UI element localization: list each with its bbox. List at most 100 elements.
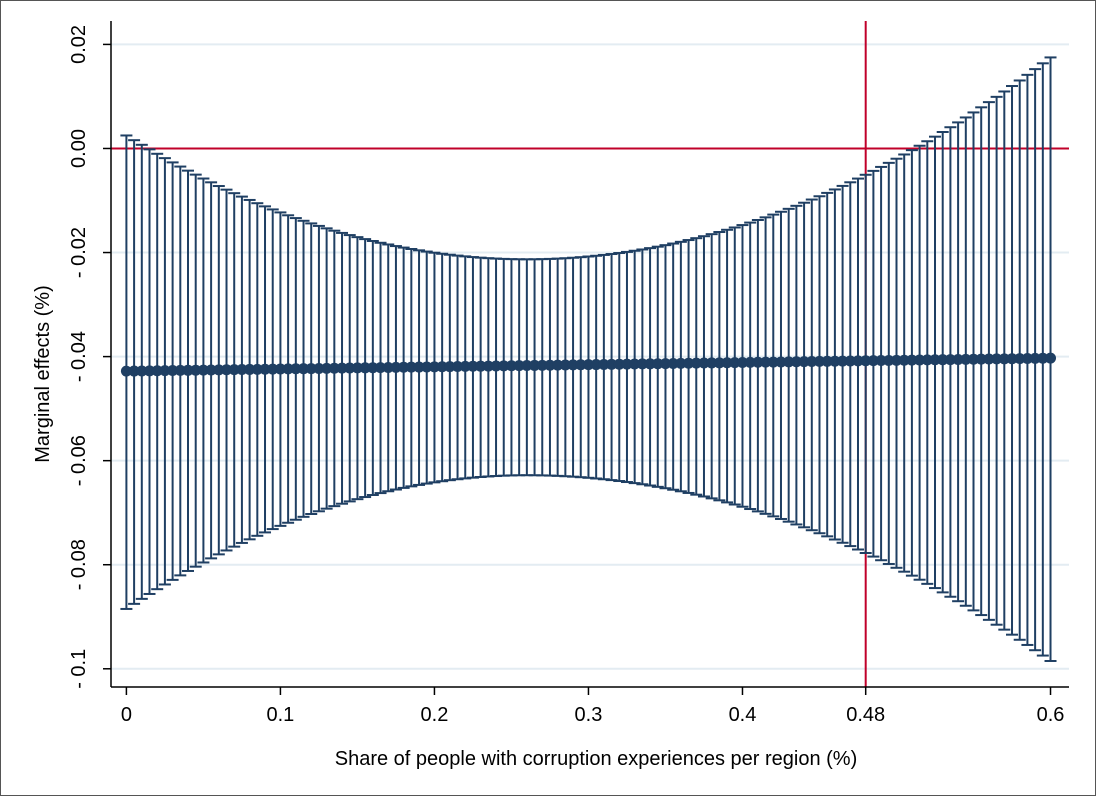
- estimate-point: [544, 359, 556, 371]
- estimate-point: [228, 364, 240, 376]
- estimate-point: [159, 365, 171, 377]
- estimate-point: [1029, 352, 1041, 364]
- estimate-point: [906, 354, 918, 366]
- estimate-point: [960, 353, 972, 365]
- estimate-point: [813, 355, 825, 367]
- estimate-point: [1014, 353, 1026, 365]
- estimate-point: [305, 363, 317, 375]
- estimate-point: [798, 356, 810, 368]
- estimate-point: [120, 365, 132, 377]
- estimate-point: [482, 360, 494, 372]
- estimate-point: [290, 363, 302, 375]
- estimate-point: [767, 356, 779, 368]
- estimate-point: [428, 361, 440, 373]
- estimate-point: [267, 363, 279, 375]
- estimate-point: [706, 357, 718, 369]
- estimate-point: [174, 364, 186, 376]
- y-tick-label: - 0.02: [68, 227, 90, 278]
- estimate-point: [274, 363, 286, 375]
- estimate-point: [675, 357, 687, 369]
- estimate-point: [282, 363, 294, 375]
- estimate-point: [313, 362, 325, 374]
- estimate-point: [590, 359, 602, 371]
- estimate-point: [136, 365, 148, 377]
- x-tick-label: 0.3: [575, 704, 603, 726]
- estimate-point: [144, 365, 156, 377]
- estimate-point: [1006, 353, 1018, 365]
- estimate-point: [298, 363, 310, 375]
- estimate-point: [498, 360, 510, 372]
- estimate-point: [505, 360, 517, 372]
- y-tick-label: - 0.06: [68, 435, 90, 486]
- estimate-point: [521, 360, 533, 372]
- estimate-point: [251, 363, 263, 375]
- estimate-point: [968, 353, 980, 365]
- estimate-point: [398, 361, 410, 373]
- estimate-point: [536, 359, 548, 371]
- estimate-point: [652, 358, 664, 370]
- estimate-point: [852, 355, 864, 367]
- x-tick-label: 0.4: [729, 704, 757, 726]
- estimate-point: [151, 365, 163, 377]
- estimate-point: [436, 361, 448, 373]
- estimate-point: [575, 359, 587, 371]
- estimate-point: [983, 353, 995, 365]
- estimate-point: [921, 354, 933, 366]
- estimate-point: [867, 355, 879, 367]
- estimate-point: [621, 358, 633, 370]
- estimate-point: [683, 357, 695, 369]
- estimate-point: [236, 364, 248, 376]
- estimate-point: [944, 354, 956, 366]
- estimate-point: [929, 354, 941, 366]
- y-tick-label: 0.00: [68, 129, 90, 168]
- estimate-point: [860, 355, 872, 367]
- estimate-point: [636, 358, 648, 370]
- point-estimates: [120, 352, 1057, 377]
- estimate-point: [790, 356, 802, 368]
- estimate-point: [991, 353, 1003, 365]
- axes: 0.02 0.00 - 0.02 - 0.04 - 0.06 - 0.08 - 0.1 0 0.…: [68, 21, 1069, 726]
- x-axis-title: Share of people with corruption experien…: [335, 748, 858, 770]
- estimate-point: [613, 358, 625, 370]
- estimate-point: [559, 359, 571, 371]
- estimate-point: [752, 356, 764, 368]
- estimate-point: [167, 365, 179, 377]
- estimate-point: [444, 361, 456, 373]
- estimate-point: [336, 362, 348, 374]
- estimate-point: [413, 361, 425, 373]
- estimate-point: [1021, 352, 1033, 364]
- estimate-point: [821, 355, 833, 367]
- estimate-point: [875, 355, 887, 367]
- estimate-point: [567, 359, 579, 371]
- estimate-point: [721, 357, 733, 369]
- estimate-point: [844, 355, 856, 367]
- estimate-point: [213, 364, 225, 376]
- estimate-point: [837, 355, 849, 367]
- estimate-point: [937, 354, 949, 366]
- estimate-point: [259, 363, 271, 375]
- estimate-point: [529, 359, 541, 371]
- estimate-point: [382, 361, 394, 373]
- estimate-point: [760, 356, 772, 368]
- reference-lines: [111, 21, 1069, 687]
- estimate-point: [351, 362, 363, 374]
- x-tick-label: 0.2: [421, 704, 449, 726]
- estimate-point: [952, 353, 964, 365]
- estimate-point: [344, 362, 356, 374]
- estimate-point: [729, 357, 741, 369]
- estimate-point: [244, 363, 256, 375]
- estimate-point: [128, 365, 140, 377]
- estimate-point: [328, 362, 340, 374]
- estimate-point: [598, 358, 610, 370]
- estimate-point: [998, 353, 1010, 365]
- x-tick-label: 0.6: [1037, 704, 1065, 726]
- estimate-point: [205, 364, 217, 376]
- y-tick-label: - 0.04: [68, 331, 90, 382]
- y-tick-label: - 0.08: [68, 539, 90, 590]
- estimate-point: [359, 362, 371, 374]
- estimate-point: [467, 360, 479, 372]
- estimate-point: [914, 354, 926, 366]
- y-axis-title: Marginal effects (%): [32, 285, 54, 462]
- x-tick-label: 0.48: [846, 704, 885, 726]
